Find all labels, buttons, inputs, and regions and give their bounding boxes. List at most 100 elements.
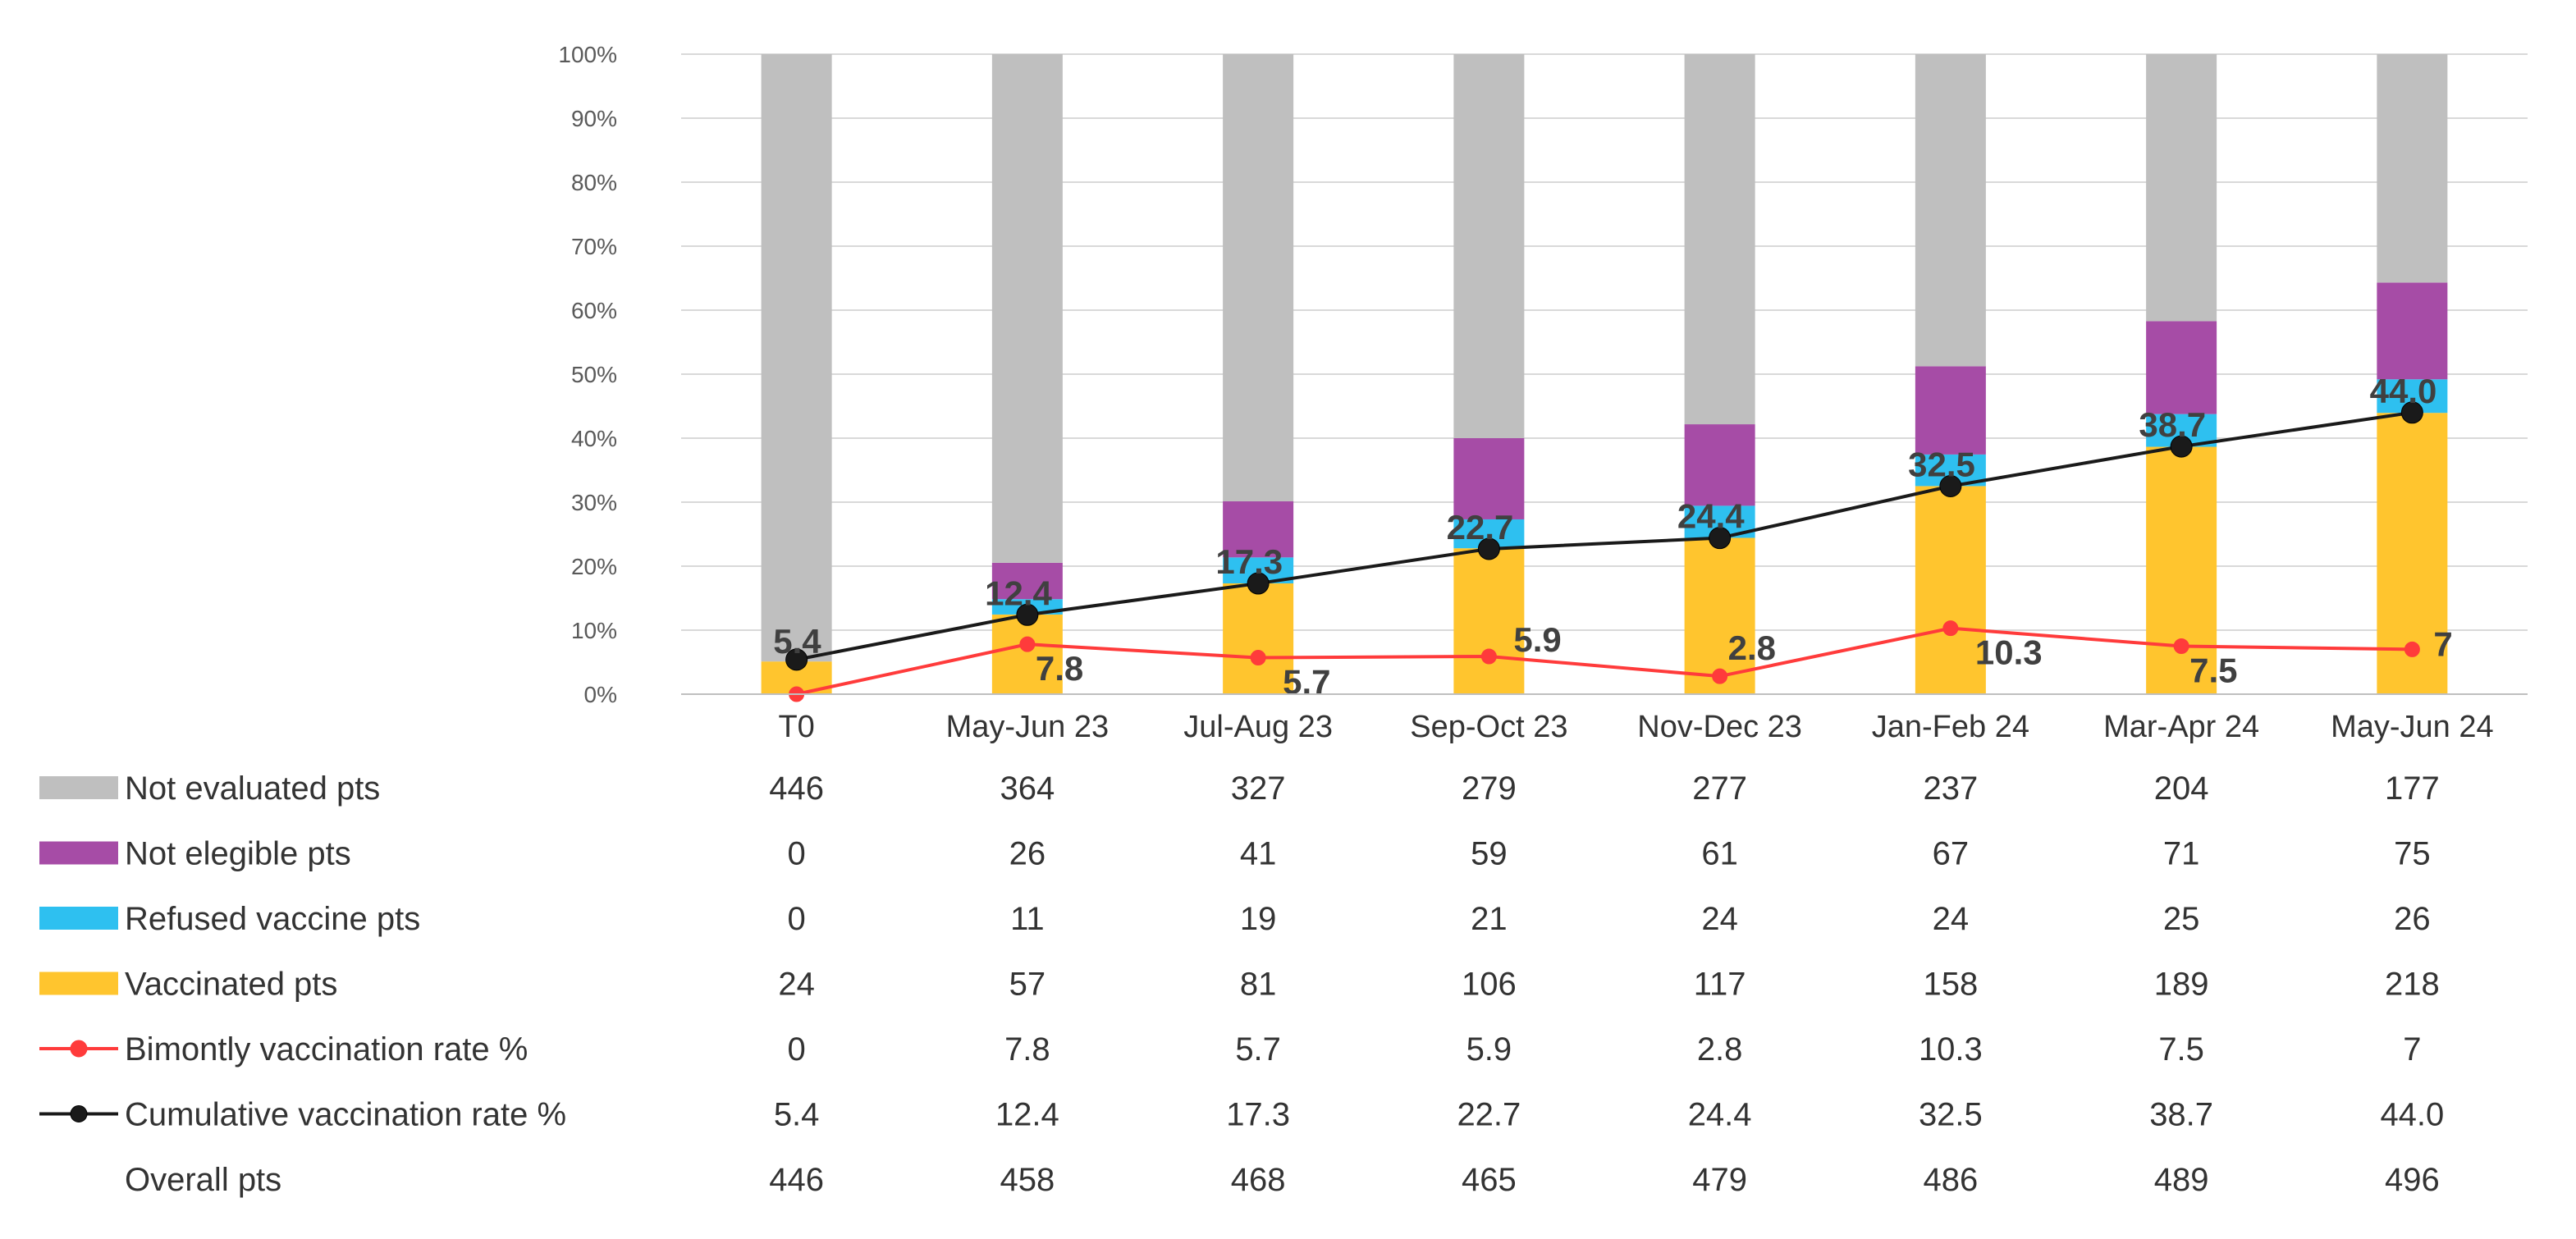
table-row-label: Refused vaccine pts	[125, 901, 420, 937]
legend-marker	[70, 1040, 88, 1058]
bimonthly-rate-label: 5.7	[1283, 663, 1330, 702]
gridlines	[681, 53, 2528, 695]
table-cell: 465	[1462, 1162, 1517, 1198]
table-cell: 7.5	[2158, 1031, 2204, 1068]
table-cell: 446	[769, 770, 824, 807]
y-tick-label: 20%	[571, 554, 617, 579]
y-tick-label: 0%	[584, 682, 617, 707]
bimonthly-rate-point	[2173, 638, 2189, 654]
y-tick-label: 50%	[571, 362, 617, 387]
bar-segment-vaccinated-pts	[1453, 548, 1525, 694]
bar-segment-not-evaluated-pts	[1223, 54, 1294, 501]
bar-segment-not-elegible-pts	[1223, 501, 1294, 558]
bimonthly-rate-label: 5.9	[1513, 620, 1561, 659]
data-labels: 7.8 5.7 5.9 2.8 10.3 7.5 7 5.4 12.4 17.3 22.7 24.4 3…	[773, 372, 2453, 702]
table-cell: 81	[1240, 967, 1277, 1003]
x-tick-label: Jul-Aug 23	[1183, 710, 1333, 744]
cumulative-rate-label: 5.4	[773, 622, 821, 661]
cumulative-rate-label: 44.0	[2370, 372, 2437, 410]
y-tick-label: 80%	[571, 170, 617, 195]
table-cell: 158	[1924, 967, 1979, 1003]
x-tick-label: May-Jun 24	[2331, 710, 2494, 744]
cumulative-rate-point	[1247, 572, 1270, 595]
cumulative-rate-label: 22.7	[1447, 508, 1514, 546]
bar-segment-vaccinated-pts	[1223, 583, 1294, 694]
y-axis: 0% 10% 20% 30% 40% 50% 60% 70% 80% 90% 100%	[558, 42, 617, 707]
table-cell: 21	[1471, 901, 1508, 937]
x-tick-label: Nov-Dec 23	[1637, 710, 1802, 744]
table-cell: 38.7	[2149, 1097, 2213, 1133]
table-cell: 26	[1009, 836, 1046, 872]
table-cell: 59	[1471, 836, 1508, 872]
table-cell: 22.7	[1457, 1097, 1521, 1133]
table-cell: 496	[2385, 1162, 2440, 1198]
y-tick-label: 10%	[571, 618, 617, 643]
table-cell: 117	[1694, 967, 1746, 1003]
table-cell: 468	[1231, 1162, 1286, 1198]
bar-segment-not-elegible-pts	[2377, 282, 2448, 380]
table-cell: 67	[1933, 836, 1970, 872]
table-cell: 71	[2163, 836, 2200, 872]
table-cell: 237	[1924, 770, 1979, 807]
table-cell: 327	[1231, 770, 1286, 807]
table-cell: 489	[2154, 1162, 2209, 1198]
table-cell: 479	[1692, 1162, 1747, 1198]
table-row-label: Cumulative vaccination rate %	[125, 1097, 566, 1133]
bars	[761, 54, 2448, 694]
cumulative-rate-label: 38.7	[2139, 405, 2206, 444]
table-cell: 24	[1701, 901, 1738, 937]
cumulative-rate-point	[785, 648, 808, 671]
bimonthly-rate-point	[2404, 641, 2420, 657]
table-cell: 11	[1010, 901, 1045, 937]
cumulative-rate-point	[1016, 603, 1039, 626]
cumulative-rate-label: 24.4	[1677, 497, 1745, 536]
bimonthly-rate-label: 7.8	[1036, 649, 1083, 688]
table-cell: 12.4	[995, 1097, 1059, 1133]
bimonthly-rate-point	[1250, 650, 1266, 666]
bimonthly-rate-point	[1942, 620, 1959, 637]
bimonthly-rate-label: 7.5	[2189, 652, 2237, 690]
y-tick-label: 90%	[571, 106, 617, 131]
table-cell: 7.8	[1004, 1031, 1050, 1068]
legend-swatch	[39, 972, 118, 995]
table-cell: 277	[1692, 770, 1747, 807]
table-cell: 364	[1000, 770, 1055, 807]
cumulative-rate-line	[796, 410, 2413, 661]
bimonthly-rate-point	[1480, 648, 1497, 665]
table-cell: 486	[1924, 1162, 1979, 1198]
bar-segment-not-evaluated-pts	[1684, 54, 1755, 425]
cumulative-rate-point	[1477, 537, 1500, 560]
cumulative-rate-label: 32.5	[1908, 446, 1975, 484]
table-cell: 24.4	[1688, 1097, 1752, 1133]
cumulative-rate-point	[1939, 475, 1962, 497]
series-points	[785, 401, 2423, 702]
table-cell: 446	[769, 1162, 824, 1198]
table-row-label: Not elegible pts	[125, 836, 351, 872]
table-cell: 57	[1009, 967, 1046, 1003]
x-tick-label: T0	[778, 710, 814, 744]
table-cell: 32.5	[1919, 1097, 1983, 1133]
table-cell: 7	[2403, 1031, 2421, 1068]
bar-segment-vaccinated-pts	[1684, 537, 1755, 694]
table-cell: 19	[1240, 901, 1277, 937]
table-cell: 24	[778, 967, 815, 1003]
legend-swatch	[39, 907, 118, 930]
bimonthly-rate-point	[1712, 668, 1728, 684]
cumulative-rate-point	[2400, 401, 2423, 424]
bar-segment-not-evaluated-pts	[1453, 54, 1525, 438]
table-cell: 61	[1701, 836, 1738, 872]
bar-segment-not-evaluated-pts	[2146, 54, 2217, 322]
y-tick-label: 100%	[558, 42, 617, 67]
bar-segment-not-elegible-pts	[1915, 366, 1986, 455]
table-cell: 458	[1000, 1162, 1055, 1198]
table-cell: 218	[2385, 967, 2440, 1003]
x-axis: T0 May-Jun 23 Jul-Aug 23 Sep-Oct 23 Nov-Dec …	[681, 693, 2528, 744]
bar-segment-not-elegible-pts	[991, 562, 1063, 600]
x-tick-label: Sep-Oct 23	[1410, 710, 1567, 744]
bar-segment-not-evaluated-pts	[991, 54, 1063, 563]
table-row-label: Bimontly vaccination rate %	[125, 1031, 528, 1068]
x-tick-label: May-Jun 23	[946, 710, 1110, 744]
table-cell: 44.0	[2380, 1097, 2444, 1133]
legend-marker	[70, 1105, 88, 1122]
